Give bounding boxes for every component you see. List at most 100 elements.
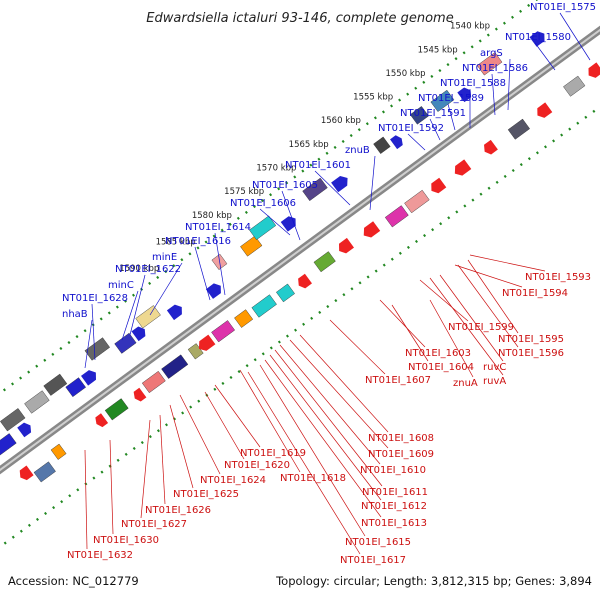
reverse-leader-24 (159, 414, 166, 505)
gene-feature-43 (363, 221, 381, 238)
forward-gene-label-11: NT01EI_1606 (230, 198, 296, 209)
forward-gene-label-9: NT01EI_1601 (285, 160, 351, 171)
gene-feature-17 (302, 177, 328, 202)
reverse-leader-23 (169, 404, 194, 489)
gene-feature-44 (384, 205, 409, 228)
gene-feature-26 (19, 465, 34, 481)
forward-leader-12 (214, 232, 226, 296)
gene-feature-25 (529, 31, 545, 47)
forward-leader-10 (281, 190, 301, 241)
reverse-leader-25 (140, 419, 151, 519)
reverse-leader-18 (247, 371, 361, 555)
reverse-gene-label-5: ruvC (483, 362, 506, 373)
reverse-leader-4 (457, 264, 519, 348)
gene-feature-22 (430, 89, 455, 112)
forward-gene-label-10: NT01EI_1605 (252, 180, 318, 191)
forward-leader-5 (447, 103, 456, 131)
gene-feature-9 (131, 326, 146, 342)
reverse-leader-11 (299, 334, 389, 433)
reverse-leader-9 (429, 299, 474, 378)
reverse-gene-label-11: NT01EI_1608 (368, 433, 434, 444)
reverse-leader-0 (469, 254, 546, 272)
forward-leader-15 (129, 274, 146, 336)
reverse-gene-label-12: NT01EI_1609 (368, 449, 434, 460)
reverse-gene-label-9: znuA (453, 378, 478, 389)
gene-feature-15 (249, 215, 277, 241)
reverse-leader-12 (289, 339, 389, 449)
gene-feature-49 (507, 118, 530, 140)
forward-leader-16 (121, 290, 139, 341)
gene-feature-39 (276, 283, 295, 303)
gene-feature-45 (404, 189, 430, 214)
reverse-gene-label-14: NT01EI_1611 (362, 487, 428, 498)
gene-feature-35 (198, 334, 216, 351)
forward-gene-label-5: NT01EI_1589 (418, 93, 484, 104)
reverse-leader-2 (419, 279, 469, 322)
kbp-tick-label-3: 1555 kbp (353, 93, 393, 103)
gene-feature-46 (431, 177, 447, 194)
reverse-leader-26 (109, 439, 114, 535)
gene-feature-0 (0, 408, 26, 432)
reverse-leader-20 (204, 391, 245, 460)
gene-feature-5 (65, 377, 86, 398)
gene-feature-30 (104, 398, 129, 421)
reverse-gene-label-7: NT01EI_1603 (405, 348, 471, 359)
forward-leader-9 (314, 170, 351, 206)
forward-gene-label-15: NT01EI_1622 (115, 264, 181, 275)
gene-feature-51 (563, 75, 586, 97)
reverse-gene-label-2: NT01EI_1599 (448, 322, 514, 333)
gene-feature-7 (84, 337, 110, 361)
gene-feature-23 (457, 87, 472, 103)
forward-leader-17 (91, 303, 96, 361)
gene-feature-4 (43, 373, 68, 396)
reverse-leader-6 (429, 277, 504, 376)
forward-leader-7 (407, 133, 426, 151)
gene-feature-40 (298, 273, 312, 289)
reverse-gene-label-13: NT01EI_1610 (360, 465, 426, 476)
reverse-gene-label-24: NT01EI_1626 (145, 505, 211, 516)
reverse-gene-label-20: NT01EI_1620 (224, 460, 290, 471)
gene-feature-3 (17, 422, 32, 438)
reverse-leader-17 (259, 364, 366, 537)
gene-feature-19 (373, 136, 391, 154)
gene-feature-16 (280, 216, 296, 232)
reverse-gene-label-3: NT01EI_1595 (498, 334, 564, 345)
gene-feature-12 (205, 283, 221, 299)
reverse-gene-label-22: NT01EI_1624 (200, 475, 266, 486)
kbp-tick-label-8: 1580 kbp (192, 211, 232, 221)
forward-leader-14 (149, 262, 183, 316)
reverse-leader-8 (391, 304, 429, 362)
gene-feature-37 (234, 309, 254, 328)
reverse-leader-15 (269, 354, 382, 501)
gene-feature-2 (0, 433, 17, 457)
kbp-tick-label-7: 1575 kbp (224, 187, 264, 197)
labels-layer: 1540 kbp 1545 kbp 1550 kbp 1555 kbp 1560 kbp… (62, 2, 596, 566)
topology-text: Topology: circular; Length: 3,812,315 bp… (275, 574, 592, 588)
forward-gene-label-8: znuB (345, 145, 370, 156)
gene-feature-41 (313, 251, 336, 273)
gene-feature-38 (251, 294, 277, 318)
reverse-gene-label-25: NT01EI_1627 (121, 519, 187, 530)
forward-gene-label-16: minC (108, 280, 134, 291)
forward-gene-label-2: argS (480, 48, 503, 59)
reverse-leader-14 (274, 349, 383, 487)
backbone-line (0, 25, 600, 475)
leader-lines-layer (84, 12, 591, 555)
accession-text: Accession: NC_012779 (8, 574, 139, 588)
forward-gene-label-4: NT01EI_1588 (440, 78, 506, 89)
gene-feature-6 (81, 370, 97, 386)
forward-leader-3 (491, 73, 496, 116)
reverse-leader-22 (179, 394, 221, 475)
forward-gene-label-7: NT01EI_1592 (378, 123, 444, 134)
gene-feature-52 (588, 62, 600, 78)
reverse-gene-label-26: NT01EI_1630 (93, 535, 159, 546)
forward-leader-11 (259, 208, 291, 236)
forward-leader-1 (534, 42, 556, 71)
backbone-highlight (0, 28, 600, 472)
reverse-leader-10 (329, 319, 386, 375)
gene-feature-33 (161, 354, 189, 379)
reverse-gene-label-4: NT01EI_1596 (498, 348, 564, 359)
